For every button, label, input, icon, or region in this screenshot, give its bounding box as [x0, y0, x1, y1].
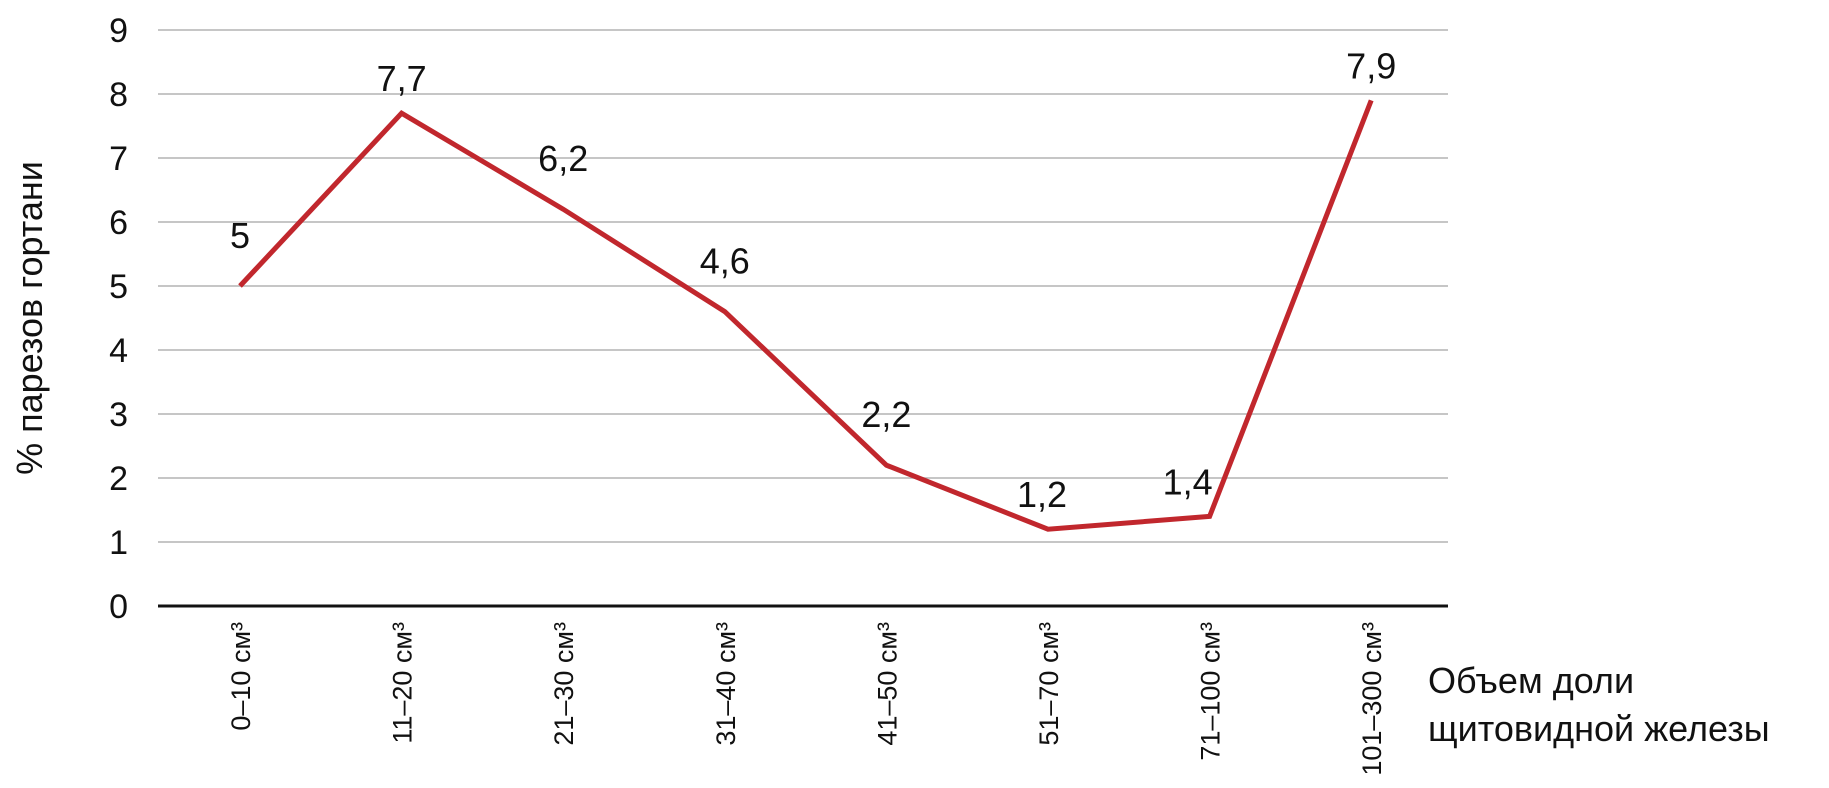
y-tick-label: 7 — [109, 140, 128, 178]
x-tick-label: 11–20 см³ — [388, 622, 418, 744]
y-tick-label: 3 — [109, 396, 128, 434]
x-axis-ticks: 0–10 см³ 11–20 см³ 21–30 см³ 31–40 см³ 41–50… — [226, 622, 1387, 776]
gridlines — [158, 29, 1448, 543]
x-tick-label: 101–300 см³ — [1357, 622, 1387, 776]
x-axis-title-line-1: Объем доли — [1428, 660, 1634, 701]
data-label: 1,4 — [1163, 461, 1213, 502]
data-labels: 5 7,7 6,2 4,6 2,2 1,2 1,4 7,9 — [230, 45, 1396, 515]
x-tick-label: 51–70 см³ — [1034, 622, 1064, 746]
data-label: 1,2 — [1017, 474, 1067, 515]
data-label: 5 — [230, 215, 250, 256]
data-label: 7,9 — [1346, 45, 1396, 86]
y-tick-label: 6 — [109, 204, 128, 242]
x-tick-label: 41–50 см³ — [872, 622, 902, 746]
x-axis-title-line-2: щитовидной железы — [1428, 708, 1770, 749]
y-tick-label: 8 — [109, 76, 128, 114]
y-tick-label: 0 — [109, 588, 128, 626]
series-line — [238, 99, 1374, 532]
y-tick-label: 5 — [109, 268, 128, 306]
data-label: 6,2 — [538, 138, 588, 179]
x-tick-label: 0–10 см³ — [226, 622, 256, 731]
y-tick-label: 1 — [109, 524, 128, 562]
x-tick-label: 31–40 см³ — [711, 622, 741, 746]
x-tick-label: 21–30 см³ — [549, 622, 579, 746]
y-axis-ticks: 0 1 2 3 4 5 6 7 8 9 — [109, 12, 128, 626]
x-tick-label: 71–100 см³ — [1196, 622, 1226, 761]
y-axis-title: % парезов гортани — [9, 161, 50, 475]
data-label: 2,2 — [861, 394, 911, 435]
y-tick-label: 2 — [109, 460, 128, 498]
y-tick-label: 9 — [109, 12, 128, 50]
data-label: 4,6 — [700, 241, 750, 282]
data-label: 7,7 — [377, 58, 427, 99]
y-tick-label: 4 — [109, 332, 128, 370]
